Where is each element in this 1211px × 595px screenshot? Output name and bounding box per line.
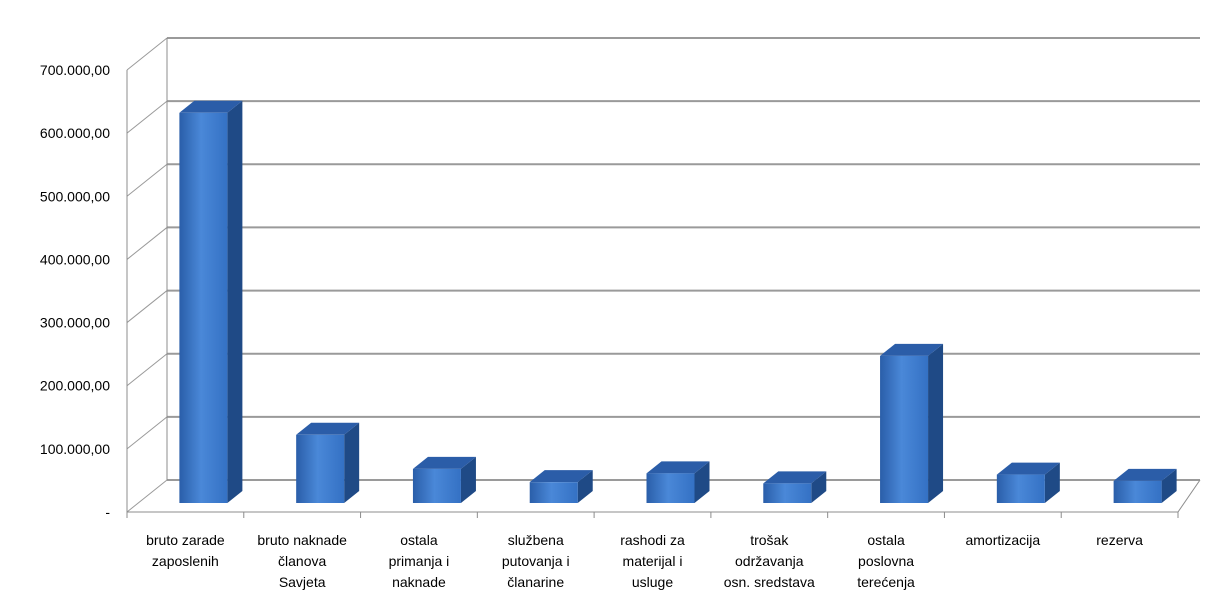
x-category-label: ostala poslovna terećenja: [857, 532, 915, 590]
gridline-diagonal: [126, 479, 168, 513]
bar-front: [646, 473, 695, 503]
gridline-diagonal: [126, 353, 168, 387]
bar-front: [412, 468, 461, 503]
bar: [529, 470, 593, 503]
x-category-label: amortizacija: [965, 532, 1040, 548]
bar-top: [412, 456, 476, 469]
x-category-label: rashodi za materijal i usluge: [620, 532, 685, 590]
y-tick-label: 700.000,00: [40, 62, 110, 78]
gridline-diagonal: [126, 37, 168, 71]
bar-top: [996, 462, 1060, 475]
y-axis-tick-labels: - 100.000,00 200.000,00 300.000,00 400.000,0…: [40, 62, 110, 520]
bar-top: [179, 100, 243, 113]
bar-side: [577, 470, 593, 503]
bar-front: [880, 355, 929, 503]
y-tick-label: 400.000,00: [40, 251, 110, 267]
floor-right-edge: [1177, 479, 1201, 513]
bar-side: [928, 343, 944, 503]
gridline-diagonal: [126, 290, 168, 323]
y-tick-label: 600.000,00: [40, 125, 110, 141]
x-category-label: rezerva: [1096, 532, 1143, 548]
bar: [880, 343, 944, 503]
bar-top: [1113, 468, 1177, 481]
bar-top: [646, 461, 710, 474]
bar-front: [763, 483, 812, 503]
bar-side: [227, 100, 243, 503]
bar-front: [1113, 480, 1162, 503]
axes: [126, 38, 1201, 518]
x-category-label: trošak održavanja osn. sredstava: [724, 532, 815, 590]
gridline-diagonal: [126, 416, 168, 450]
bar-side: [460, 456, 476, 503]
bar-front: [996, 474, 1045, 503]
bar: [296, 422, 360, 503]
y-tick-label: 500.000,00: [40, 188, 110, 204]
y-tick-label: 100.000,00: [40, 441, 110, 457]
bar: [763, 471, 827, 503]
bar: [412, 456, 476, 503]
gridlines: [126, 37, 1200, 513]
bar: [996, 462, 1060, 503]
bar: [646, 461, 710, 503]
bar-front: [296, 434, 345, 503]
bar-side: [694, 461, 710, 503]
bar-top: [763, 471, 827, 484]
x-category-label: bruto zarade zaposlenih: [146, 532, 225, 569]
bar-top: [529, 470, 593, 483]
bar: [1113, 468, 1177, 503]
y-tick-label: -: [105, 504, 110, 520]
x-category-label: ostala primanja i naknade: [389, 532, 450, 590]
bar-front: [529, 482, 578, 503]
bar: [179, 100, 243, 503]
bar-side: [1044, 462, 1060, 503]
bar-top: [296, 422, 360, 435]
bar-side: [811, 471, 827, 503]
gridline-diagonal: [126, 163, 168, 197]
x-axis-category-labels: bruto zarade zaposlenih bruto naknade člano…: [146, 532, 1143, 590]
bar-front: [179, 112, 228, 503]
gridline-diagonal: [126, 227, 168, 260]
x-category-label: službena putovanja i članarine: [502, 532, 570, 590]
bar-side: [344, 422, 360, 503]
bar-side: [1161, 468, 1177, 503]
x-category-label: bruto naknade članova Savjeta: [257, 532, 347, 590]
bars: [179, 100, 1177, 503]
y-tick-label: 300.000,00: [40, 315, 110, 331]
gridline-diagonal: [126, 100, 168, 134]
y-tick-label: 200.000,00: [40, 378, 110, 394]
bar-top: [880, 343, 944, 356]
